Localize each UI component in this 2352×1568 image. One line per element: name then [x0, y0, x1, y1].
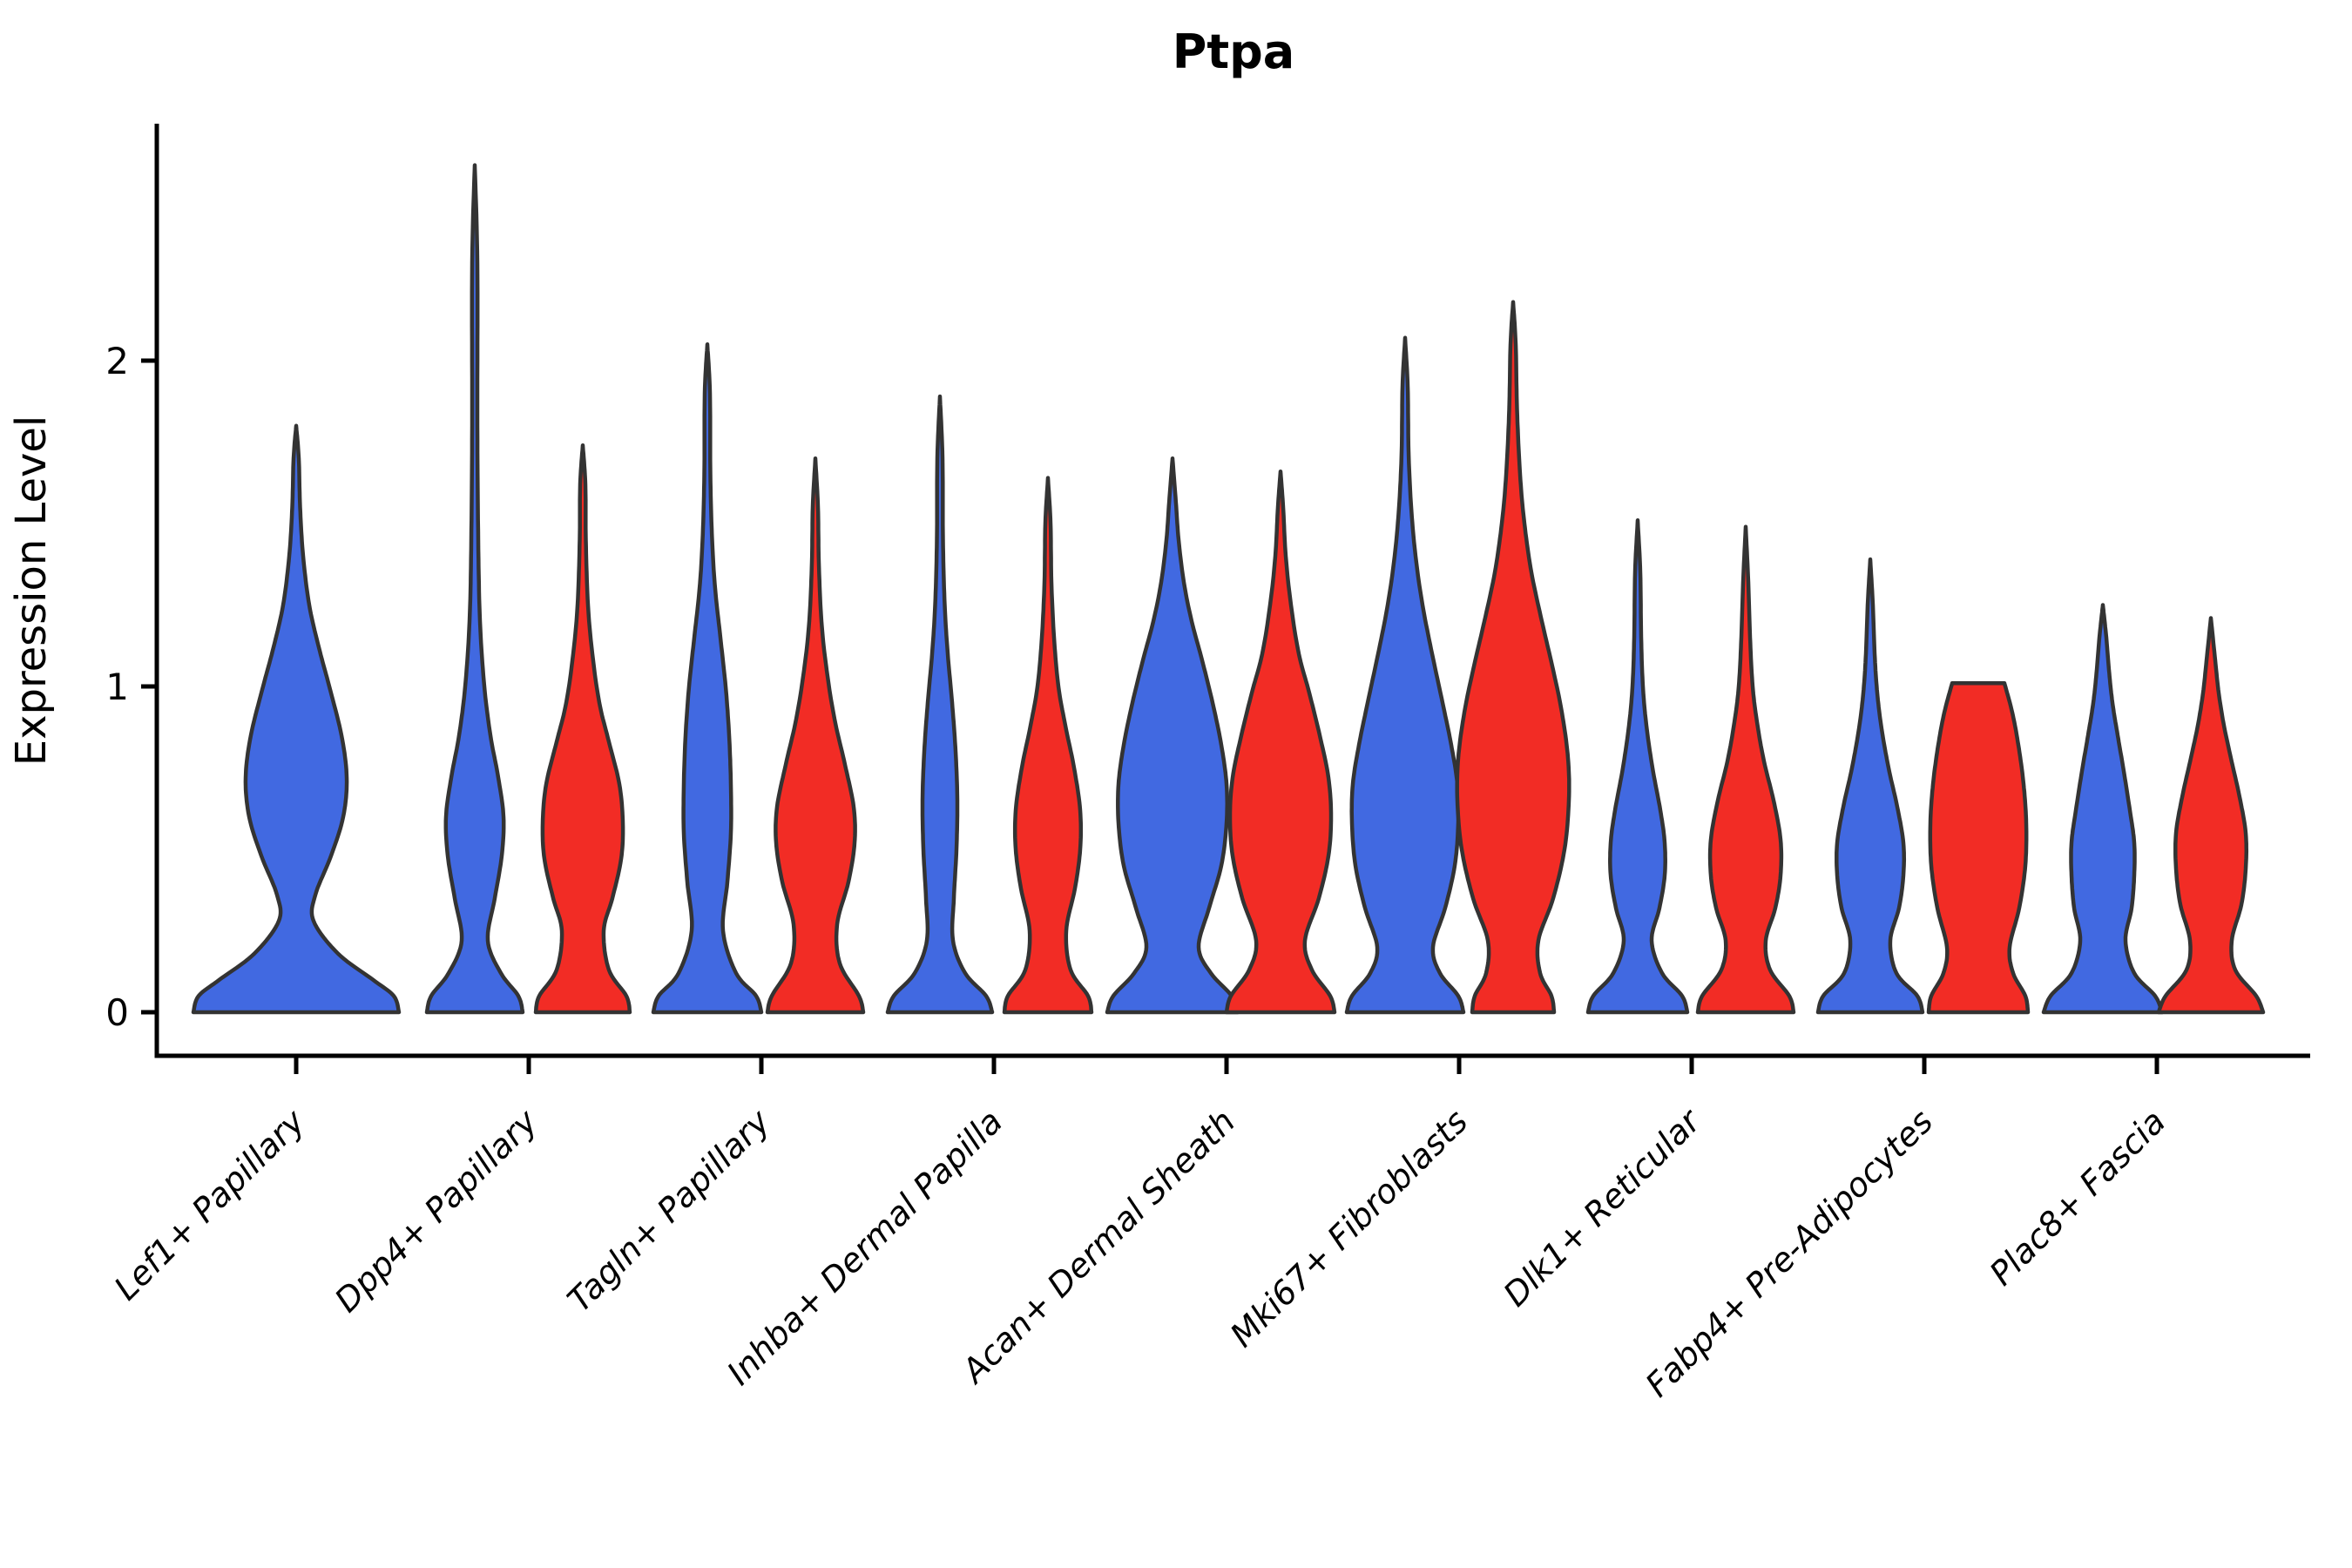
- violin-mki67-fibroblasts-blue: [1344, 335, 1466, 1015]
- x-tick-label-mki67-fibroblasts: Mki67+ Fibroblasts: [1223, 1102, 1476, 1355]
- x-tick-label-inhba-dermal-papilla: Inhba+ Dermal Papilla: [720, 1102, 1010, 1392]
- violin-inhba-dermal-papilla-red: [1002, 476, 1094, 1015]
- violin-plac8-fascia-red: [2156, 616, 2266, 1015]
- violin-lef1-papillary-blue: [191, 423, 402, 1015]
- violin-dlk1-reticular-red: [1695, 524, 1796, 1015]
- violin-tagln-papillary-blue: [651, 342, 764, 1015]
- violin-inhba-dermal-papilla-blue: [885, 394, 995, 1015]
- violin-fabp4-pre-adipocytes-blue: [1815, 557, 1925, 1015]
- violin-acan-dermal-sheath-blue: [1105, 456, 1240, 1015]
- x-tick-label-lef1-papillary: Lef1+ Papillary: [107, 1102, 313, 1308]
- violin-plac8-fascia-blue: [2041, 603, 2165, 1015]
- x-tick-label-acan-dermal-sheath: Acan+ Dermal Sheath: [953, 1102, 1243, 1392]
- violin-dpp4-papillary-blue: [424, 163, 525, 1015]
- x-tick-label-plac8-fascia: Plac8+ Fascia: [1983, 1102, 2173, 1293]
- violin-acan-dermal-sheath-red: [1224, 469, 1337, 1015]
- y-tick-label-1: 1: [105, 666, 129, 708]
- violin-fabp4-pre-adipocytes-red: [1926, 681, 2031, 1015]
- y-tick-label-0: 0: [105, 991, 129, 1034]
- x-tick-label-dpp4-papillary: Dpp4+ Papillary: [328, 1102, 545, 1320]
- y-axis-label: Expression Level: [7, 416, 56, 767]
- x-tick-label-dlk1-reticular: Dlk1+ Reticular: [1496, 1101, 1709, 1315]
- axes-layer: [141, 124, 2310, 1074]
- violin-tagln-papillary-red: [765, 456, 866, 1015]
- x-tick-label-tagln-papillary: Tagln+ Papillary: [560, 1102, 778, 1320]
- violin-mki67-fibroblasts-red: [1455, 300, 1571, 1015]
- plot-title: Ptpa: [1173, 24, 1294, 79]
- y-tick-label-2: 2: [105, 340, 129, 382]
- violin-dpp4-papillary-red: [533, 443, 632, 1015]
- violin-dlk1-reticular-blue: [1585, 518, 1690, 1015]
- violins-layer: [191, 163, 2266, 1015]
